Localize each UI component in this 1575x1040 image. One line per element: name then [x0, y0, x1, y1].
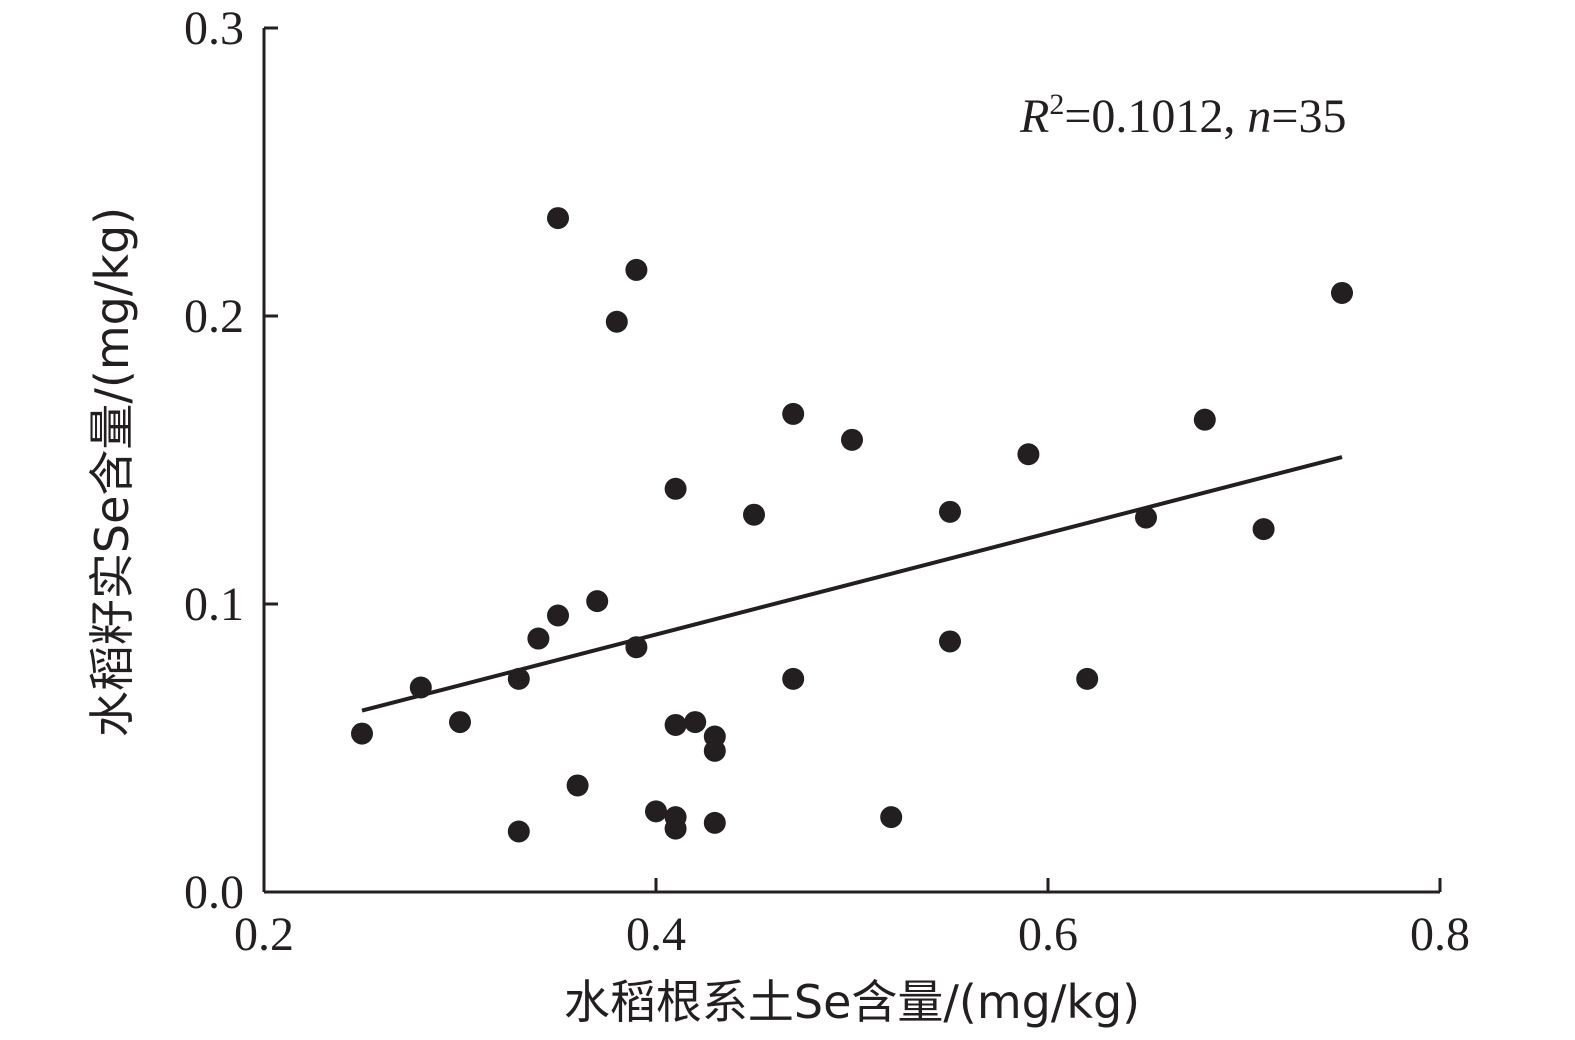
data-point [625, 258, 648, 281]
y-axis-title: 水稻籽实Se含量/(mg/kg) [85, 207, 139, 737]
data-point [664, 713, 687, 736]
data-points [351, 207, 1353, 843]
data-point [547, 207, 569, 230]
x-tick-label: 0.8 [1410, 908, 1470, 961]
data-point [1193, 408, 1216, 431]
data-point [664, 817, 687, 840]
data-point [684, 711, 707, 734]
data-point [1135, 506, 1157, 529]
data-point [782, 667, 805, 690]
data-point [939, 500, 961, 523]
data-point [1252, 518, 1275, 541]
data-point [782, 402, 805, 425]
data-point [1331, 281, 1353, 304]
x-tick-label: 0.4 [626, 908, 686, 961]
regression-line [361, 455, 1343, 713]
ticks: 0.2 0.4 0.6 0.8 0.0 0.1 0.2 0.3 [184, 2, 1470, 961]
data-point [664, 477, 687, 500]
y-tick-label: 0.0 [184, 866, 244, 919]
data-point [703, 811, 726, 834]
r-exponent: 2 [1049, 88, 1064, 121]
r-symbol: R [1019, 90, 1049, 143]
y-tick-label: 0.3 [184, 2, 244, 55]
data-point [939, 630, 961, 653]
stats-annotation: R2=0.1012, n=35 [1019, 88, 1346, 143]
data-point [605, 310, 628, 333]
n-symbol: n [1247, 90, 1271, 143]
data-point [743, 503, 765, 526]
x-axis-title: 水稻根系土Se含量/(mg/kg) [564, 975, 1140, 1029]
data-point [841, 428, 863, 451]
data-point [566, 774, 589, 797]
y-tick-label: 0.1 [184, 578, 244, 631]
y-tick-label: 0.2 [184, 290, 244, 343]
data-point [547, 604, 569, 627]
x-tick-label: 0.2 [234, 908, 294, 961]
data-point [1017, 443, 1040, 466]
x-tick-label: 0.6 [1018, 908, 1078, 961]
data-point [645, 800, 667, 823]
data-point [351, 722, 373, 745]
n-value: =35 [1271, 90, 1346, 143]
data-point [507, 820, 530, 843]
data-point [1076, 667, 1099, 690]
axes [262, 28, 1440, 894]
data-point [449, 711, 471, 734]
data-point [527, 627, 550, 650]
data-point [880, 806, 903, 829]
data-point [703, 739, 726, 762]
r-value: =0.1012, [1064, 90, 1247, 143]
data-point [586, 590, 609, 613]
